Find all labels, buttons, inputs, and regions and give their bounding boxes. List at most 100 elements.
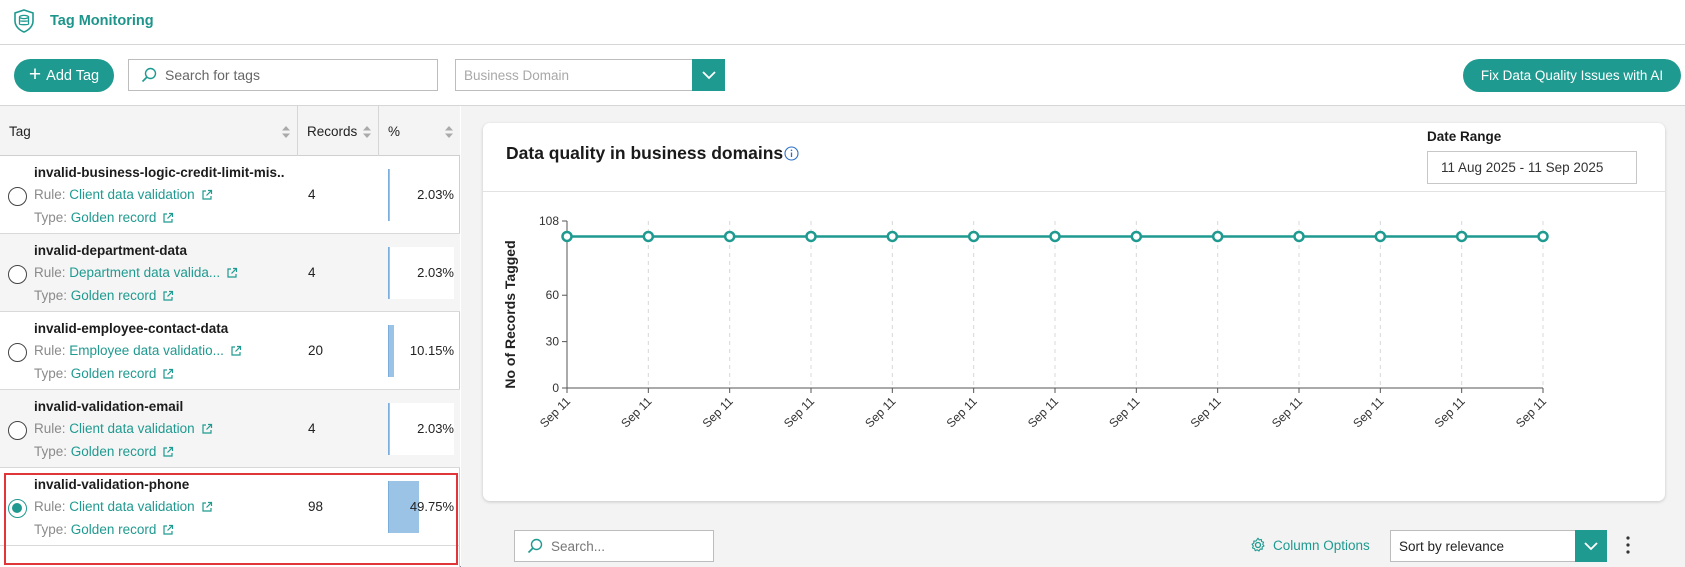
- type-link[interactable]: Golden record: [70, 288, 157, 303]
- x-tick-label: Sep 11: [1350, 394, 1386, 430]
- tag-type: Type: Golden record: [34, 366, 174, 381]
- data-point: [1211, 230, 1224, 243]
- rule-link[interactable]: Department data valida...: [69, 265, 221, 280]
- column-options-label: Column Options: [1273, 537, 1370, 553]
- percent-value: 2.03%: [417, 421, 454, 436]
- data-point: [1537, 230, 1549, 243]
- tag-name: invalid-validation-email: [34, 399, 184, 414]
- column-header-label: Records: [307, 123, 358, 139]
- type-link[interactable]: Golden record: [70, 366, 157, 381]
- type-link[interactable]: Golden record: [70, 444, 157, 459]
- rule-prefix: Rule:: [34, 187, 66, 202]
- external-link-icon[interactable]: [162, 212, 174, 224]
- percent-value: 10.15%: [409, 343, 454, 358]
- database-shield-icon: [14, 9, 34, 33]
- row-radio-button[interactable]: [8, 421, 27, 440]
- business-domain-select[interactable]: Business Domain: [455, 59, 725, 91]
- column-options-button[interactable]: Column Options: [1250, 537, 1370, 553]
- x-tick-label: Sep 11: [1513, 394, 1549, 430]
- add-tag-button[interactable]: + Add Tag: [14, 59, 114, 92]
- tag-search-input[interactable]: Search for tags: [128, 59, 438, 91]
- sort-dropdown-button[interactable]: [1575, 530, 1607, 562]
- percent-bar: [388, 481, 420, 533]
- external-link-icon[interactable]: [162, 446, 174, 458]
- data-point: [1455, 230, 1468, 243]
- column-header-label: %: [388, 123, 401, 139]
- date-range-label: Date Range: [1427, 129, 1502, 144]
- data-point: [967, 230, 980, 243]
- tag-rule: Rule: Client data validation: [34, 187, 213, 202]
- records-count: 4: [308, 421, 316, 436]
- external-link-icon[interactable]: [226, 267, 238, 279]
- more-options-icon[interactable]: [1625, 535, 1631, 555]
- type-prefix: Type:: [34, 366, 68, 381]
- percent-cell: 10.15%: [388, 325, 454, 377]
- rule-link[interactable]: Employee data validatio...: [69, 343, 224, 358]
- percent-bar: [388, 403, 390, 455]
- data-point: [723, 230, 736, 243]
- app-title: Tag Monitoring: [50, 13, 154, 29]
- type-prefix: Type:: [34, 444, 68, 459]
- search-placeholder: Search for tags: [165, 67, 260, 83]
- column-header-tag[interactable]: Tag: [0, 106, 298, 156]
- date-range-input[interactable]: 11 Aug 2025 - 11 Sep 2025: [1427, 151, 1637, 184]
- domain-dropdown-button[interactable]: [692, 59, 725, 91]
- tag-name: invalid-validation-phone: [34, 477, 190, 492]
- tag-table: Tag Records % invalid-business-logic-cre…: [0, 106, 460, 567]
- chevron-down-icon: [1584, 541, 1598, 550]
- row-radio-button[interactable]: [8, 343, 27, 362]
- info-icon[interactable]: [784, 146, 799, 161]
- records-count: 20: [308, 343, 324, 358]
- percent-value: 49.75%: [409, 499, 454, 514]
- line-chart: 0 30 60 108 Sep 11 Sep 11 Sep 11 Sep 11 Sep 11 Se…: [502, 214, 1549, 430]
- y-axis-label: No of Records Tagged: [502, 240, 518, 388]
- x-tick-label: Sep 11: [1106, 394, 1142, 430]
- tag-type: Type: Golden record: [34, 522, 174, 537]
- rule-prefix: Rule:: [34, 499, 66, 514]
- type-link[interactable]: Golden record: [70, 210, 157, 225]
- external-link-icon[interactable]: [230, 345, 242, 357]
- column-header-records[interactable]: Records: [298, 106, 379, 156]
- column-header-percent[interactable]: %: [379, 106, 460, 156]
- percent-cell: 49.75%: [388, 481, 454, 533]
- plus-icon: +: [28, 63, 42, 86]
- y-tick-label: 30: [546, 335, 560, 349]
- sort-icon: [445, 126, 453, 138]
- external-link-icon[interactable]: [201, 501, 213, 513]
- data-point: [642, 230, 655, 243]
- type-link[interactable]: Golden record: [70, 522, 157, 537]
- external-link-icon[interactable]: [162, 524, 174, 536]
- table-row[interactable]: invalid-validation-phone Rule: Client dat…: [0, 468, 460, 546]
- rule-prefix: Rule:: [34, 343, 66, 358]
- table-row[interactable]: invalid-employee-contact-data Rule: Emplo…: [0, 312, 460, 390]
- row-radio-button[interactable]: [8, 265, 27, 284]
- row-radio-button[interactable]: [8, 187, 27, 206]
- chart-title: Data quality in business domains: [506, 143, 784, 163]
- tag-type: Type: Golden record: [34, 288, 174, 303]
- table-row[interactable]: invalid-business-logic-credit-limit-mis.…: [0, 156, 460, 234]
- sort-icon: [363, 126, 371, 138]
- table-row[interactable]: invalid-validation-email Rule: Client dat…: [0, 390, 460, 468]
- rule-link[interactable]: Client data validation: [69, 187, 195, 202]
- sort-select[interactable]: Sort by relevance: [1390, 530, 1607, 562]
- fix-data-quality-button[interactable]: Fix Data Quality Issues with AI: [1463, 59, 1681, 92]
- external-link-icon[interactable]: [201, 189, 213, 201]
- chart-panel: Data quality in business domains Date Ra…: [461, 106, 1685, 567]
- external-link-icon[interactable]: [162, 368, 174, 380]
- rule-link[interactable]: Client data validation: [69, 421, 195, 436]
- records-search-input[interactable]: Search...: [514, 530, 714, 562]
- external-link-icon[interactable]: [201, 423, 213, 435]
- rule-link[interactable]: Client data validation: [69, 499, 195, 514]
- tag-name: invalid-business-logic-credit-limit-mis.…: [34, 165, 284, 180]
- x-tick-label: Sep 11: [700, 394, 736, 430]
- sort-icon: [282, 126, 290, 138]
- y-tick-label: 0: [552, 381, 559, 395]
- type-prefix: Type:: [34, 210, 68, 225]
- table-row[interactable]: invalid-department-data Rule: Department …: [0, 234, 460, 312]
- tag-type: Type: Golden record: [34, 444, 174, 459]
- type-prefix: Type:: [34, 522, 68, 537]
- row-radio-button[interactable]: [8, 499, 27, 518]
- external-link-icon[interactable]: [162, 290, 174, 302]
- percent-cell: 2.03%: [388, 403, 454, 455]
- data-point: [1049, 230, 1061, 243]
